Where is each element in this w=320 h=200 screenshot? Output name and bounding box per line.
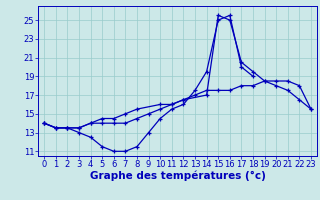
- X-axis label: Graphe des températures (°c): Graphe des températures (°c): [90, 171, 266, 181]
